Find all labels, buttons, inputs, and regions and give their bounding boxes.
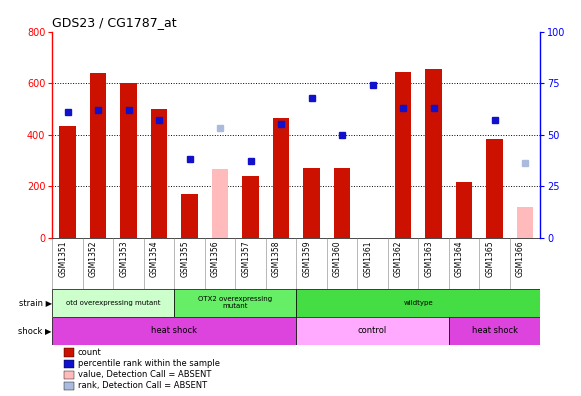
- Text: GSM1365: GSM1365: [486, 240, 494, 277]
- Bar: [59, 126, 76, 238]
- Bar: [211, 169, 228, 238]
- Bar: [486, 139, 503, 238]
- Bar: [456, 182, 472, 238]
- Bar: [52, 289, 174, 317]
- Text: value, Detection Call = ABSENT: value, Detection Call = ABSENT: [78, 370, 211, 379]
- Text: GSM1355: GSM1355: [181, 240, 189, 277]
- Text: GSM1358: GSM1358: [272, 240, 281, 277]
- Text: GSM1357: GSM1357: [242, 240, 250, 277]
- Bar: [181, 194, 198, 238]
- Bar: [296, 289, 540, 317]
- Text: strain ▶: strain ▶: [19, 299, 52, 307]
- Text: heat shock: heat shock: [151, 326, 198, 335]
- Bar: [242, 176, 259, 238]
- Bar: [52, 317, 296, 345]
- Text: GSM1351: GSM1351: [59, 240, 67, 277]
- Bar: [425, 69, 442, 238]
- Bar: [303, 168, 320, 238]
- Text: percentile rank within the sample: percentile rank within the sample: [78, 359, 220, 368]
- Text: control: control: [358, 326, 387, 335]
- Text: wildtype: wildtype: [404, 300, 433, 306]
- Bar: [150, 109, 167, 238]
- Bar: [272, 118, 289, 238]
- Text: GSM1360: GSM1360: [333, 240, 342, 277]
- Text: shock ▶: shock ▶: [18, 326, 52, 335]
- Text: GSM1353: GSM1353: [120, 240, 128, 277]
- Text: heat shock: heat shock: [472, 326, 518, 335]
- Text: GSM1356: GSM1356: [211, 240, 220, 277]
- Bar: [89, 73, 106, 238]
- Text: GSM1362: GSM1362: [394, 240, 403, 277]
- Text: rank, Detection Call = ABSENT: rank, Detection Call = ABSENT: [78, 381, 207, 390]
- Text: GSM1364: GSM1364: [455, 240, 464, 277]
- Text: GSM1363: GSM1363: [425, 240, 433, 277]
- Bar: [394, 72, 411, 238]
- Text: GDS23 / CG1787_at: GDS23 / CG1787_at: [52, 16, 177, 29]
- Text: otd overexpressing mutant: otd overexpressing mutant: [66, 300, 160, 306]
- Bar: [333, 168, 350, 238]
- Text: GSM1366: GSM1366: [516, 240, 525, 277]
- Bar: [449, 317, 540, 345]
- Text: GSM1354: GSM1354: [150, 240, 159, 277]
- Text: GSM1352: GSM1352: [89, 240, 98, 277]
- Text: count: count: [78, 348, 102, 357]
- Bar: [296, 317, 449, 345]
- Text: OTX2 overexpressing
mutant: OTX2 overexpressing mutant: [198, 297, 272, 309]
- Bar: [120, 83, 137, 238]
- Bar: [517, 207, 533, 238]
- Bar: [174, 289, 296, 317]
- Text: GSM1361: GSM1361: [364, 240, 372, 277]
- Text: GSM1359: GSM1359: [303, 240, 311, 277]
